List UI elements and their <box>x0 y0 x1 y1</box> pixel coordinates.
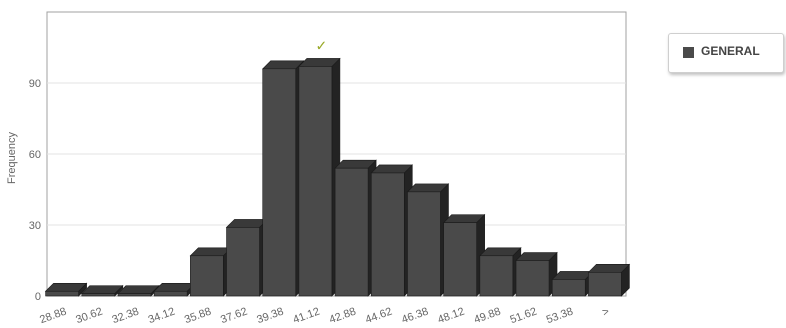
bar-53.38[interactable] <box>551 270 594 297</box>
bar-front <box>443 222 477 297</box>
bar-front <box>81 293 116 297</box>
bar-front <box>117 293 152 297</box>
x-tick-label: 30.62 <box>74 306 104 327</box>
x-axis-ticks: 28.88 30.62 32.38 34.12 35.88 37.62 39.38 41.12… <box>38 306 611 327</box>
bar-front <box>45 290 79 297</box>
bar-42.88[interactable] <box>334 159 377 297</box>
bar-35.88[interactable] <box>189 247 233 297</box>
bar-28.88[interactable] <box>44 282 88 297</box>
bar->[interactable] <box>587 263 631 297</box>
y-tick-label: 30 <box>29 220 41 232</box>
bars-layer <box>44 57 631 297</box>
x-tick-label: 39.38 <box>255 306 285 327</box>
bar-49.88[interactable] <box>479 247 522 297</box>
bar-48.12[interactable] <box>442 213 486 297</box>
bar-front <box>334 167 369 297</box>
x-tick-label: 49.88 <box>472 306 502 327</box>
y-axis-ticks: 0 30 60 90 <box>29 78 41 303</box>
x-tick-label: 35.88 <box>183 306 213 327</box>
bar-32.38[interactable] <box>117 284 160 297</box>
bar-front <box>551 279 586 297</box>
legend[interactable]: GENERAL <box>668 33 784 73</box>
y-tick-label: 60 <box>29 149 41 161</box>
bar-front <box>407 191 441 297</box>
bar-front <box>588 272 622 297</box>
bar-front <box>515 260 550 297</box>
y-tick-label: 90 <box>29 78 41 90</box>
x-tick-label: 37.62 <box>219 306 249 327</box>
bar-39.38[interactable] <box>261 60 305 297</box>
legend-swatch-general <box>683 47 694 58</box>
bar-51.62[interactable] <box>515 251 558 297</box>
bar-front <box>226 227 260 297</box>
x-tick-label: 34.12 <box>147 306 177 327</box>
x-tick-label: 32.38 <box>111 306 141 327</box>
x-tick-label: 28.88 <box>38 306 68 327</box>
bar-front <box>153 290 188 297</box>
x-tick-label: 46.38 <box>400 306 430 327</box>
bar-front <box>298 66 333 297</box>
x-tick-label: 41.12 <box>291 306 321 327</box>
bar-30.62[interactable] <box>81 284 124 297</box>
peak-checkmark: ✓ <box>316 37 328 53</box>
x-tick-label: 48.12 <box>436 306 466 327</box>
bar-front <box>370 172 405 297</box>
y-axis-title: Frequency <box>6 132 18 184</box>
bar-37.62[interactable] <box>225 218 269 297</box>
bar-front <box>479 255 514 297</box>
bar-front <box>190 255 224 297</box>
x-tick-label: 42.88 <box>328 306 358 327</box>
bar-44.62[interactable] <box>370 164 414 297</box>
legend-label-general[interactable]: GENERAL <box>701 44 760 58</box>
bar-front <box>262 68 297 297</box>
y-tick-label: 0 <box>35 291 41 303</box>
bar-41.12[interactable] <box>298 57 341 297</box>
x-tick-label: 44.62 <box>364 306 394 327</box>
bar-46.38[interactable] <box>406 183 450 297</box>
x-tick-label: 53.38 <box>545 306 575 327</box>
bar-34.12[interactable] <box>153 282 196 297</box>
x-tick-label: > <box>601 306 611 319</box>
x-tick-label: 51.62 <box>509 306 539 327</box>
